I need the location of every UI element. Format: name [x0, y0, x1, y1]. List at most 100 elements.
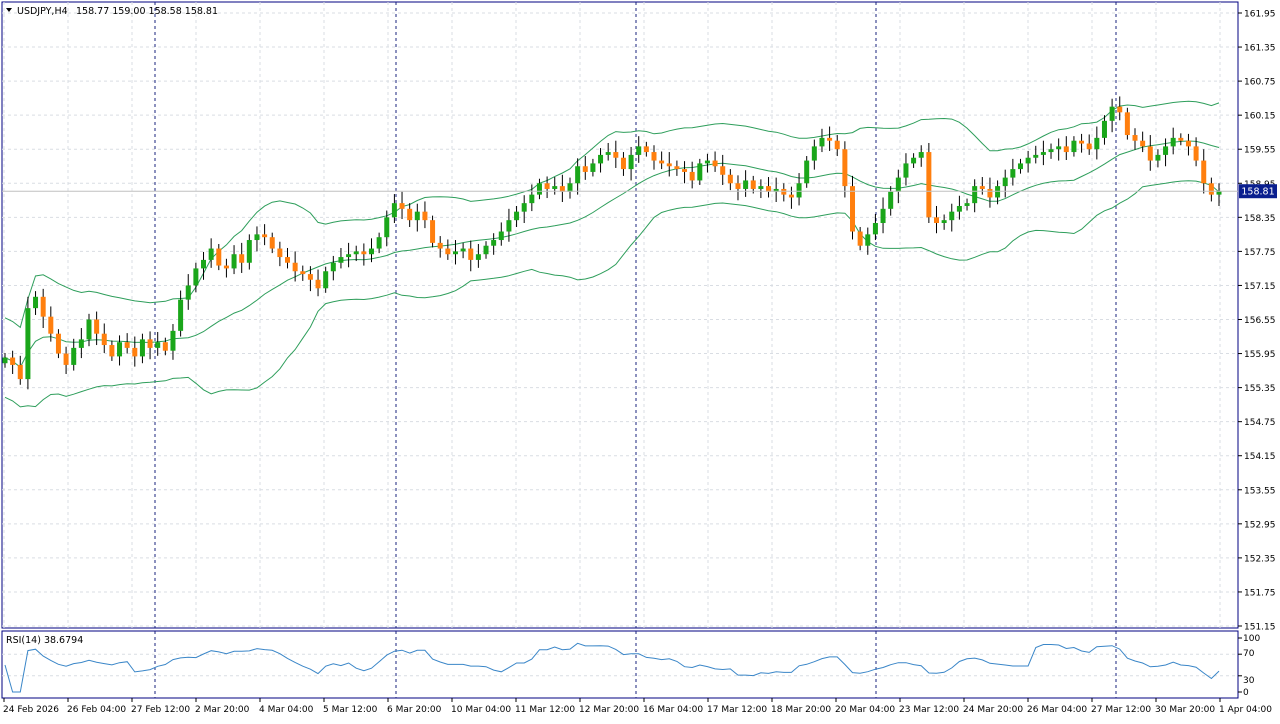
bull-candle — [384, 217, 390, 238]
bear-candle — [682, 169, 688, 172]
bull-candle — [323, 271, 329, 289]
bear-candle — [643, 146, 649, 153]
bear-candle — [1086, 143, 1092, 150]
bull-candle — [598, 154, 604, 164]
bear-candle — [979, 186, 985, 189]
bull-candle — [972, 186, 978, 204]
bull-candle — [117, 342, 123, 357]
period-separators — [154, 2, 1117, 698]
bull-candle — [743, 180, 749, 189]
rsi-label: RSI(14) 38.6794 — [6, 635, 83, 646]
bull-candle — [1170, 137, 1176, 147]
bear-candle — [933, 217, 939, 224]
x-tick-label: 11 Mar 12:00 — [515, 705, 575, 715]
y-tick-label: 157.15 — [1244, 282, 1276, 292]
price-badge-label: 158.81 — [1241, 187, 1274, 198]
y-tick-label: 154.15 — [1244, 452, 1276, 462]
y-tick-label: 157.75 — [1244, 248, 1276, 258]
bull-candle — [71, 347, 77, 365]
bollinger-middle — [4, 140, 1220, 368]
price-badge: 158.81 — [1239, 184, 1277, 199]
y-tick-label: 156.55 — [1244, 316, 1276, 326]
bull-candle — [865, 234, 871, 246]
bull-candle — [1216, 191, 1222, 195]
bear-candle — [162, 342, 168, 351]
bear-candle — [437, 242, 443, 249]
bear-candle — [750, 180, 756, 189]
bull-candle — [796, 183, 802, 198]
x-tick-label: 18 Mar 20:00 — [771, 705, 831, 715]
y-tick-label: 159.55 — [1244, 146, 1276, 156]
bull-candle — [139, 339, 145, 357]
x-tick-label: 5 Mar 12:00 — [323, 705, 378, 715]
bull-candle — [911, 157, 917, 164]
bear-candle — [659, 160, 665, 164]
bear-candle — [1117, 106, 1123, 113]
bull-candle — [1025, 157, 1031, 164]
bear-candle — [766, 186, 772, 192]
bear-candle — [582, 166, 588, 172]
rsi-panel-frame — [1, 630, 1239, 699]
rsi-level-70: 70 — [1243, 649, 1255, 659]
time-axis: 24 Feb 2026 26 Feb 04:00 27 Feb 12:00 2 Mar… — [3, 698, 1272, 715]
bear-candle — [262, 234, 268, 238]
bull-candle — [452, 251, 458, 255]
bull-candle — [964, 203, 970, 206]
bear-candle — [239, 254, 245, 263]
bear-candle — [781, 188, 787, 195]
bull-candle — [1002, 177, 1008, 187]
symbol-label: USDJPY,H4 — [17, 6, 68, 17]
bear-candle — [292, 262, 298, 272]
bull-candle — [704, 160, 710, 164]
x-tick-label: 27 Feb 12:00 — [131, 705, 190, 715]
x-tick-label: 20 Mar 04:00 — [835, 705, 895, 715]
y-tick-label: 151.75 — [1244, 588, 1276, 598]
bull-candle — [1163, 146, 1169, 155]
bull-candle — [170, 330, 176, 351]
y-tick-label: 152.95 — [1244, 520, 1276, 530]
y-tick-label: 158.35 — [1244, 214, 1276, 224]
bear-candle — [651, 152, 657, 161]
x-tick-label: 27 Mar 12:00 — [1091, 705, 1151, 715]
bear-candle — [147, 339, 153, 348]
bear-candle — [1063, 146, 1069, 153]
bull-candle — [995, 186, 1001, 198]
bear-candle — [926, 152, 932, 218]
bear-candle — [468, 248, 474, 260]
bear-candle — [850, 186, 856, 232]
dropdown-arrow-icon[interactable] — [6, 8, 12, 12]
bear-candle — [842, 149, 848, 187]
bull-candle — [895, 177, 901, 192]
bull-candle — [178, 299, 184, 331]
bear-candle — [399, 203, 405, 209]
bull-candle — [208, 248, 214, 260]
ohlc-values: 158.77 159.00 158.58 158.81 — [76, 6, 218, 17]
y-tick-label: 154.75 — [1244, 418, 1276, 428]
y-tick-label: 160.15 — [1244, 112, 1276, 122]
bull-candle — [956, 205, 962, 212]
y-tick-label: 151.15 — [1244, 623, 1276, 633]
rsi-level-100: 100 — [1243, 634, 1260, 644]
bull-candle — [880, 208, 886, 224]
y-tick-label: 161.95 — [1244, 10, 1276, 20]
bull-candle — [529, 194, 535, 204]
bull-candle — [2, 357, 8, 364]
bear-candle — [430, 220, 436, 243]
bull-candle — [872, 223, 878, 235]
bull-candle — [353, 251, 359, 255]
bear-candle — [132, 347, 138, 357]
bull-candle — [941, 220, 947, 224]
bear-candle — [315, 279, 321, 289]
bear-candle — [712, 160, 718, 167]
x-tick-label: 30 Mar 20:00 — [1155, 705, 1215, 715]
bear-candle — [40, 296, 46, 317]
bear-candle — [1185, 140, 1191, 147]
bear-candle — [735, 183, 741, 189]
bear-candle — [124, 342, 130, 348]
y-tick-label: 155.35 — [1244, 384, 1276, 394]
bear-candle — [422, 211, 428, 221]
bull-candle — [460, 248, 466, 252]
y-tick-label: 160.75 — [1244, 78, 1276, 88]
